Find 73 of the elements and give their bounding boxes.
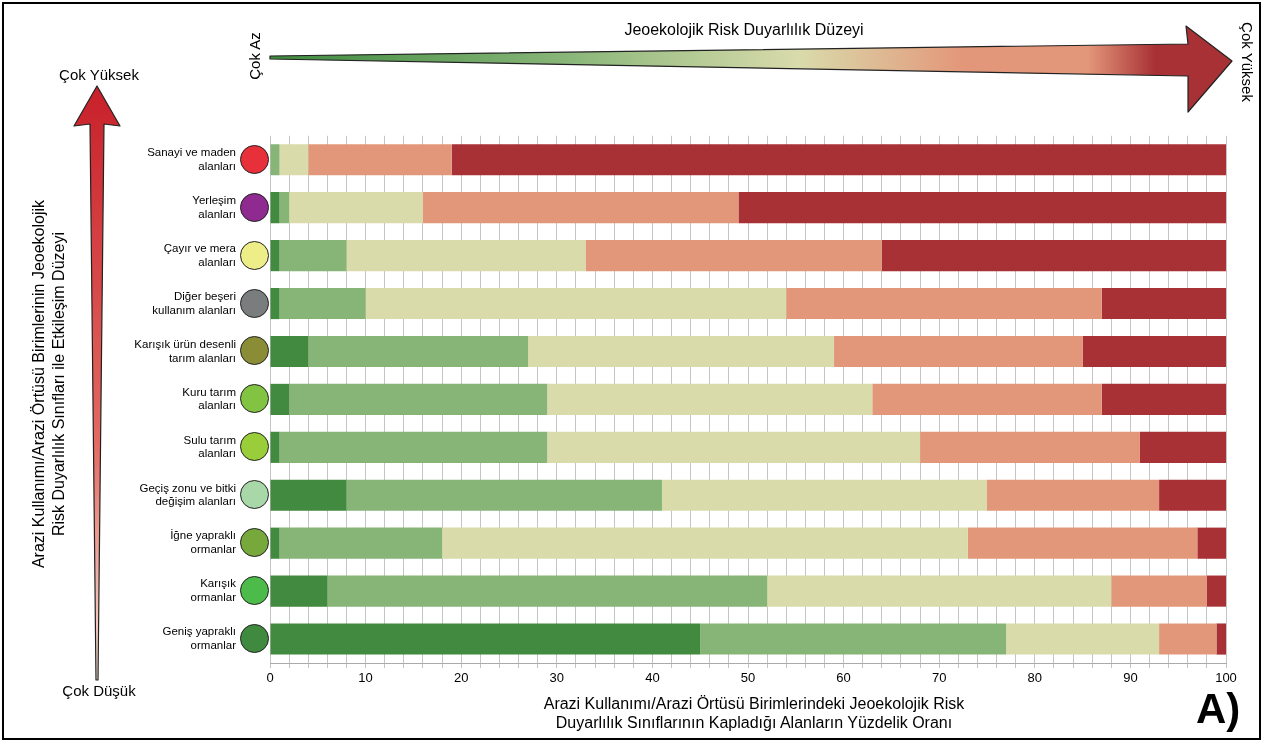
x-tick-label: 20 [453,670,469,686]
bar [346,240,586,272]
y-tick-label: Geniş yapraklı ormanlar [162,625,237,652]
bar [920,431,1140,463]
y-tick-label: Geçiş zonu ve bitki değişim alanları [139,481,236,508]
text: Çok Yüksek [59,65,139,83]
y-axis-title: Arazi Kullanımı/Arazi Örtüsü Birimlerinin Jeoekolojik Risk Duyarlılık Sınıfları ile Etkileşim Düzeyi [30,199,67,569]
bar [872,383,1102,415]
y-tick-label: Yerleşim alanları [192,193,236,220]
bar [451,144,1226,176]
bar [767,575,1112,607]
x-tick-label: 60 [836,670,851,686]
bar [289,192,423,224]
bar [987,479,1160,511]
text: Çok Az [245,32,263,80]
y-tick-label: Karışık ürün desenli tarım alanları [134,337,236,364]
x-tick-label: 40 [645,670,660,686]
bar [279,431,548,463]
bar [279,527,443,559]
bar [738,192,1226,224]
bar [1101,383,1226,415]
bar [279,144,309,176]
text: Jeoekolojik Risk Duyarlılık Düzeyi [623,21,865,38]
bar [1197,527,1226,559]
bar [1082,335,1226,368]
bar [700,623,1007,655]
x-tick-label: 50 [740,670,756,686]
y-tick-label: Diğer beşeri kullanım alanları [152,289,236,316]
x-tick-label: 30 [549,670,565,686]
bar [834,335,1083,368]
bar [1216,623,1226,655]
text: A) [1196,685,1241,732]
x-tick-label: 10 [358,670,373,686]
x-tick-label: 90 [1123,670,1138,686]
bar [1101,287,1226,320]
bar [1159,623,1217,655]
y-tick-label: İğne yapraklı ormanlar [170,529,237,556]
bar [661,479,987,511]
bar [289,383,548,415]
bar [1139,431,1226,463]
bar [547,431,921,463]
bar [279,287,366,320]
bar [279,240,347,272]
text: Çok Yüksek [1238,22,1256,102]
bar [1206,575,1226,607]
bar [308,335,529,368]
x-tick-label: 80 [1027,670,1043,686]
bar [585,240,882,272]
y-tick-label: Kuru tarım alanları [182,385,236,412]
y-tick-label: Sulu tarım alanları [183,433,236,460]
bar [422,192,739,224]
y-tick-label: Sanayi ve maden alanları [147,146,236,172]
y-tick-label: Karışık ormanlar [190,577,237,604]
bar [308,144,452,176]
bar [967,527,1198,559]
bar [1006,623,1160,655]
bar [881,240,1226,272]
x-tick-label: 100 [1215,670,1237,686]
text: Çok Düşük [62,681,136,699]
bar [1159,479,1226,511]
bar [547,383,873,415]
x-tick-label: 70 [931,670,947,686]
bar [365,287,787,320]
x-tick-label: 0 [266,670,274,686]
x-axis-title: Arazi Kullanımı/Arazi Örtüsü Birimlerindeki Jeoekolojik Risk Duyarlılık Sınıflarının Kapladığı Alanların Yüzdelik Oranı [542,694,966,732]
y-tick-label: Çayır ve mera alanları [163,241,237,268]
bar [442,527,968,559]
bar [327,575,768,607]
bar [346,479,662,511]
bar [279,192,290,224]
bar [528,335,835,368]
bar [1111,575,1207,607]
bar [786,287,1102,320]
